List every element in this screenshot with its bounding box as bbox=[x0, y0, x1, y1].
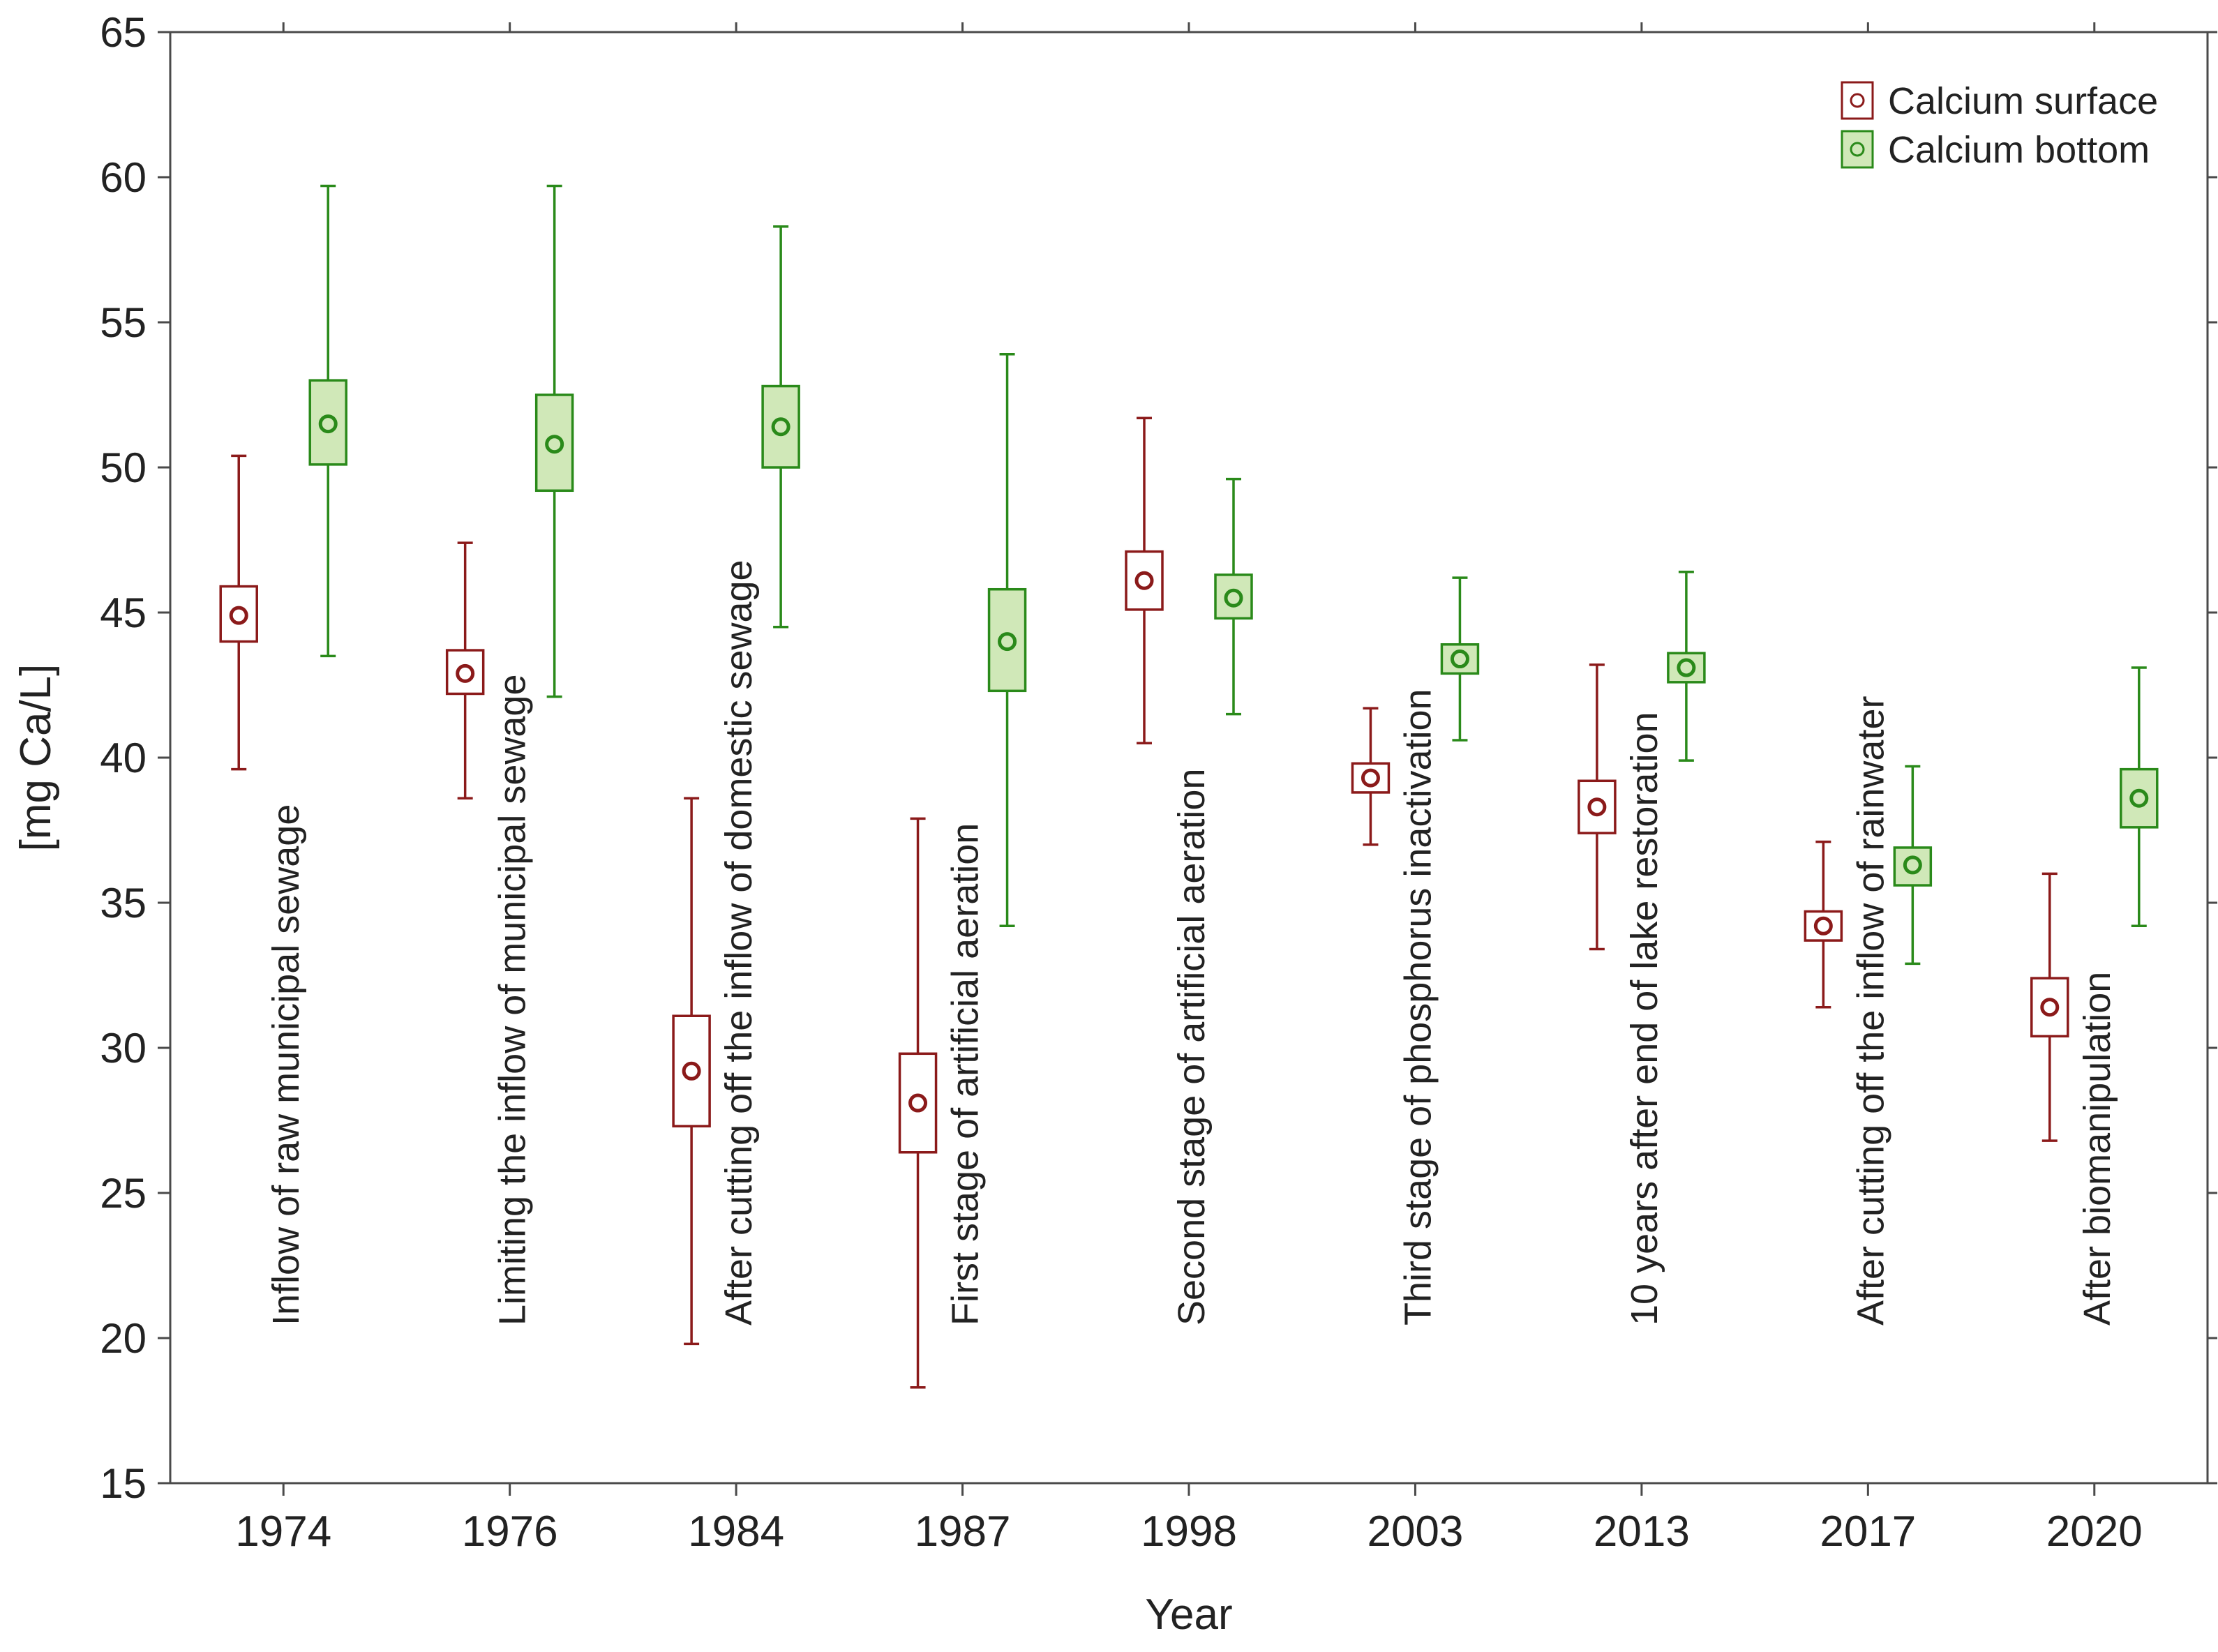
y-tick-label: 15 bbox=[100, 1460, 147, 1507]
box bbox=[219, 585, 258, 643]
legend-label: Calcium surface bbox=[1888, 80, 2158, 122]
box bbox=[445, 649, 485, 696]
series-calcium-surface bbox=[219, 416, 2069, 1389]
box bbox=[534, 393, 574, 493]
y-tick-label: 60 bbox=[100, 154, 147, 201]
period-annotation: 10 years after end of lake restoration bbox=[1624, 712, 1665, 1326]
period-annotation: Third stage of phosphorus inactivation bbox=[1397, 689, 1439, 1326]
legend-marker bbox=[1850, 142, 1865, 157]
mean-point bbox=[1450, 649, 1469, 669]
mean-point bbox=[908, 1093, 928, 1113]
box bbox=[1667, 652, 1706, 684]
box bbox=[761, 384, 800, 469]
y-tick-label: 35 bbox=[100, 880, 147, 926]
mean-point bbox=[1134, 571, 1154, 590]
x-tick-label: 1976 bbox=[462, 1508, 558, 1556]
x-tick-label: 1984 bbox=[688, 1508, 784, 1556]
mean-point bbox=[318, 414, 338, 434]
mean-point bbox=[1677, 658, 1696, 677]
mean-point bbox=[1361, 768, 1380, 788]
x-tick-label: 1998 bbox=[1141, 1508, 1237, 1556]
y-axis-title: [mg Ca/L] bbox=[12, 664, 60, 852]
box bbox=[1125, 550, 1164, 611]
box bbox=[2120, 767, 2159, 829]
period-annotation: Inflow of raw municipal sewage bbox=[265, 804, 307, 1326]
box bbox=[672, 1014, 711, 1128]
y-tick-label: 45 bbox=[100, 590, 147, 636]
mean-point bbox=[1224, 588, 1243, 608]
y-tick-label: 65 bbox=[100, 9, 147, 56]
period-annotation: After cutting off the inflow of domestic… bbox=[718, 560, 760, 1326]
y-tick-label: 30 bbox=[100, 1025, 147, 1072]
period-annotation: After cutting off the inflow of rainwate… bbox=[1850, 696, 1891, 1326]
mean-point bbox=[2040, 998, 2060, 1017]
mean-point bbox=[771, 417, 790, 437]
series-calcium-bottom bbox=[308, 184, 2159, 966]
mean-point bbox=[1587, 797, 1607, 817]
x-tick-label: 2017 bbox=[1820, 1508, 1916, 1556]
x-tick-label: 1974 bbox=[235, 1508, 331, 1556]
y-tick-label: 50 bbox=[100, 444, 147, 491]
period-annotation: First stage of artificial aeration bbox=[945, 823, 987, 1326]
legend-label: Calcium bottom bbox=[1888, 129, 2150, 171]
period-annotation: Limiting the inflow of municipal sewage bbox=[492, 675, 534, 1326]
legend-marker bbox=[1850, 93, 1865, 108]
box bbox=[1214, 573, 1253, 620]
box bbox=[1351, 762, 1391, 794]
box bbox=[1804, 910, 1843, 942]
mean-point bbox=[1903, 855, 1922, 875]
mean-point bbox=[2129, 788, 2149, 808]
y-tick-label: 40 bbox=[100, 735, 147, 781]
mean-point bbox=[229, 606, 248, 625]
x-tick-label: 2020 bbox=[2046, 1508, 2143, 1556]
y-tick-label: 25 bbox=[100, 1170, 147, 1217]
box bbox=[987, 587, 1027, 693]
y-tick-label: 55 bbox=[100, 299, 147, 346]
y-tick-label: 20 bbox=[100, 1315, 147, 1362]
period-annotation: Second stage of artificial aeration bbox=[1171, 769, 1213, 1326]
mean-point bbox=[545, 435, 564, 454]
legend-swatch bbox=[1841, 81, 1874, 120]
x-tick-label: 2003 bbox=[1367, 1508, 1463, 1556]
box bbox=[308, 379, 347, 466]
box bbox=[898, 1052, 938, 1154]
x-tick-label: 2013 bbox=[1594, 1508, 1690, 1556]
annotation-layer: Inflow of raw municipal sewage Limiting t… bbox=[265, 560, 2118, 1326]
axis-layer: 15 20 25 30 35 40 45 50 55 60 65 1974 1976 1984 1987 19… bbox=[100, 9, 2217, 1556]
series-layer bbox=[219, 184, 2159, 1389]
legend: Calcium surface Calcium bottom bbox=[1841, 80, 2158, 171]
box bbox=[1440, 643, 1480, 675]
box bbox=[1893, 846, 1933, 887]
mean-point bbox=[682, 1061, 701, 1081]
legend-swatch bbox=[1841, 130, 1874, 169]
x-tick-label: 1987 bbox=[915, 1508, 1011, 1556]
x-axis-title: Year bbox=[1145, 1591, 1232, 1639]
period-annotation: After biomanipulation bbox=[2076, 972, 2118, 1326]
mean-point bbox=[456, 663, 475, 683]
mean-point bbox=[1813, 916, 1833, 936]
box bbox=[2030, 977, 2069, 1038]
box bbox=[1578, 779, 1617, 834]
mean-point bbox=[998, 632, 1017, 652]
